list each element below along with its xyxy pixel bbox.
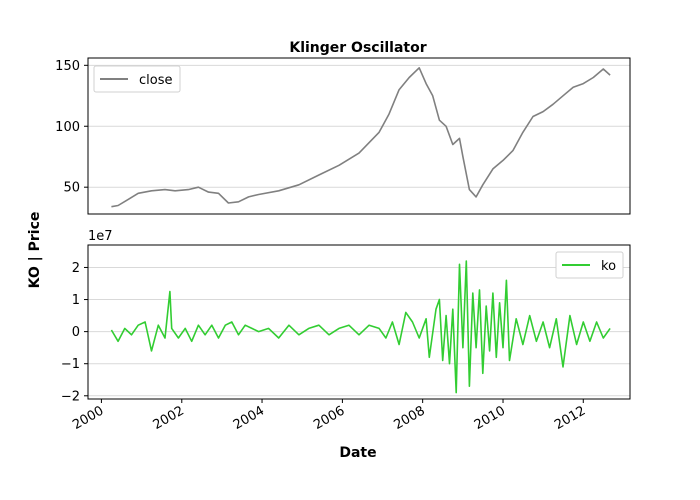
bottom-y-tick-label: −2 <box>61 389 80 404</box>
ko-legend-label: ko <box>601 259 616 274</box>
top-y-tick-label: 50 <box>63 181 80 196</box>
bottom-y-tick-label: −1 <box>61 357 80 372</box>
bottom-axes-frame <box>87 244 631 400</box>
top-legend: close <box>93 65 181 93</box>
bottom-y-tick-label: 0 <box>72 325 80 340</box>
top-y-ticks: 50 100 150 <box>55 59 88 196</box>
close-line <box>111 67 611 208</box>
top-y-tick-label: 150 <box>55 59 80 74</box>
top-y-tick-label: 100 <box>55 120 80 135</box>
bottom-y-tick-label: 1 <box>72 293 80 308</box>
top-legend-box <box>93 65 181 93</box>
y-axis-label: KO | Price <box>27 212 43 289</box>
top-axes-frame <box>87 57 631 215</box>
chart-title: Klinger Oscillator <box>289 40 426 56</box>
bottom-y-tick-label: 2 <box>72 261 80 276</box>
bottom-offset-label: 1e7 <box>88 229 113 244</box>
close-legend-label: close <box>139 73 172 88</box>
close-series-group <box>111 67 611 208</box>
ko-line <box>110 260 611 394</box>
ko-series-group <box>110 260 611 394</box>
top-gridlines <box>88 64 630 188</box>
bottom-legend: ko <box>555 251 624 279</box>
x-axis-label: Date <box>339 445 376 461</box>
bottom-y-ticks: −2 −1 0 1 2 <box>61 261 88 404</box>
